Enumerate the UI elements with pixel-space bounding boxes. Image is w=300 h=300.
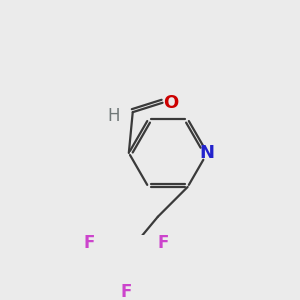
Text: F: F xyxy=(158,234,169,252)
Text: O: O xyxy=(163,94,178,112)
Text: F: F xyxy=(121,283,132,300)
Text: N: N xyxy=(200,144,215,162)
Text: F: F xyxy=(84,234,95,252)
Text: H: H xyxy=(107,107,119,125)
